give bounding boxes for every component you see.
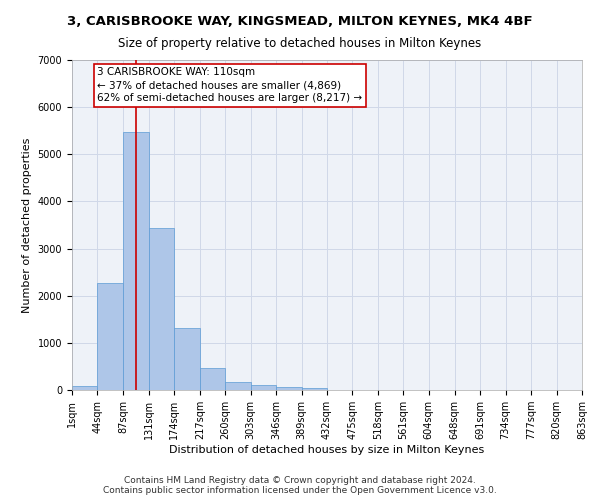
Bar bbox=[149, 228, 175, 390]
Bar bbox=[276, 387, 302, 390]
Text: Size of property relative to detached houses in Milton Keynes: Size of property relative to detached ho… bbox=[118, 38, 482, 51]
Bar bbox=[302, 388, 327, 390]
Text: 3, CARISBROOKE WAY, KINGSMEAD, MILTON KEYNES, MK4 4BF: 3, CARISBROOKE WAY, KINGSMEAD, MILTON KE… bbox=[67, 15, 533, 28]
Text: Contains HM Land Registry data © Crown copyright and database right 2024.
Contai: Contains HM Land Registry data © Crown c… bbox=[103, 476, 497, 495]
Bar bbox=[97, 282, 123, 390]
Bar bbox=[175, 328, 200, 390]
Bar bbox=[251, 386, 276, 390]
Y-axis label: Number of detached properties: Number of detached properties bbox=[22, 138, 32, 312]
Bar bbox=[123, 132, 149, 390]
Text: 3 CARISBROOKE WAY: 110sqm
← 37% of detached houses are smaller (4,869)
62% of se: 3 CARISBROOKE WAY: 110sqm ← 37% of detac… bbox=[97, 67, 362, 104]
Bar bbox=[225, 382, 251, 390]
Bar bbox=[200, 368, 225, 390]
Bar bbox=[72, 386, 97, 390]
X-axis label: Distribution of detached houses by size in Milton Keynes: Distribution of detached houses by size … bbox=[169, 445, 485, 455]
